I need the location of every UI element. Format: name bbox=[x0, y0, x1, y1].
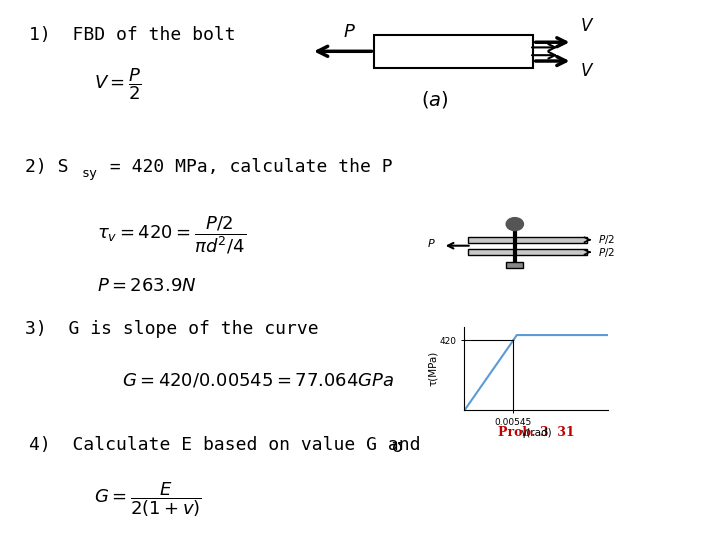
Bar bbox=[468, 249, 587, 255]
Text: sy: sy bbox=[81, 167, 97, 180]
Text: 3)  G is slope of the curve: 3) G is slope of the curve bbox=[25, 320, 319, 339]
Bar bbox=[468, 237, 587, 243]
Text: 2) S: 2) S bbox=[25, 158, 68, 177]
Text: $P/2$: $P/2$ bbox=[598, 246, 614, 259]
Text: $P = 263.9N$: $P = 263.9N$ bbox=[97, 277, 197, 295]
Text: ʊ: ʊ bbox=[391, 438, 402, 456]
Text: $V = \dfrac{P}{2}$: $V = \dfrac{P}{2}$ bbox=[94, 66, 141, 102]
Text: $V$: $V$ bbox=[580, 17, 594, 35]
Text: $P$: $P$ bbox=[343, 23, 356, 42]
Text: Prob. 3  31: Prob. 3 31 bbox=[498, 426, 575, 438]
Bar bbox=[374, 35, 533, 68]
Text: 1)  FBD of the bolt: 1) FBD of the bolt bbox=[29, 26, 235, 44]
Text: $G = \dfrac{E}{2(1+v)}$: $G = \dfrac{E}{2(1+v)}$ bbox=[94, 480, 202, 519]
Text: $V$: $V$ bbox=[580, 63, 594, 80]
Bar bbox=[506, 262, 523, 268]
Y-axis label: τ(MPa): τ(MPa) bbox=[428, 351, 438, 386]
Text: $\tau_v = 420 = \dfrac{P/2}{\pi d^2/4}$: $\tau_v = 420 = \dfrac{P/2}{\pi d^2/4}$ bbox=[97, 214, 246, 256]
X-axis label: γ(rad): γ(rad) bbox=[521, 428, 552, 438]
Text: $P/2$: $P/2$ bbox=[598, 233, 614, 246]
Text: $(a)$: $(a)$ bbox=[421, 90, 449, 110]
Text: 4)  Calculate E based on value G and: 4) Calculate E based on value G and bbox=[29, 436, 431, 455]
Text: = 420 MPa, calculate the P: = 420 MPa, calculate the P bbox=[99, 158, 392, 177]
Circle shape bbox=[506, 218, 523, 231]
Text: $G = 420/0.00545 = 77.064GPa$: $G = 420/0.00545 = 77.064GPa$ bbox=[122, 372, 395, 390]
Text: $P$: $P$ bbox=[427, 237, 436, 249]
